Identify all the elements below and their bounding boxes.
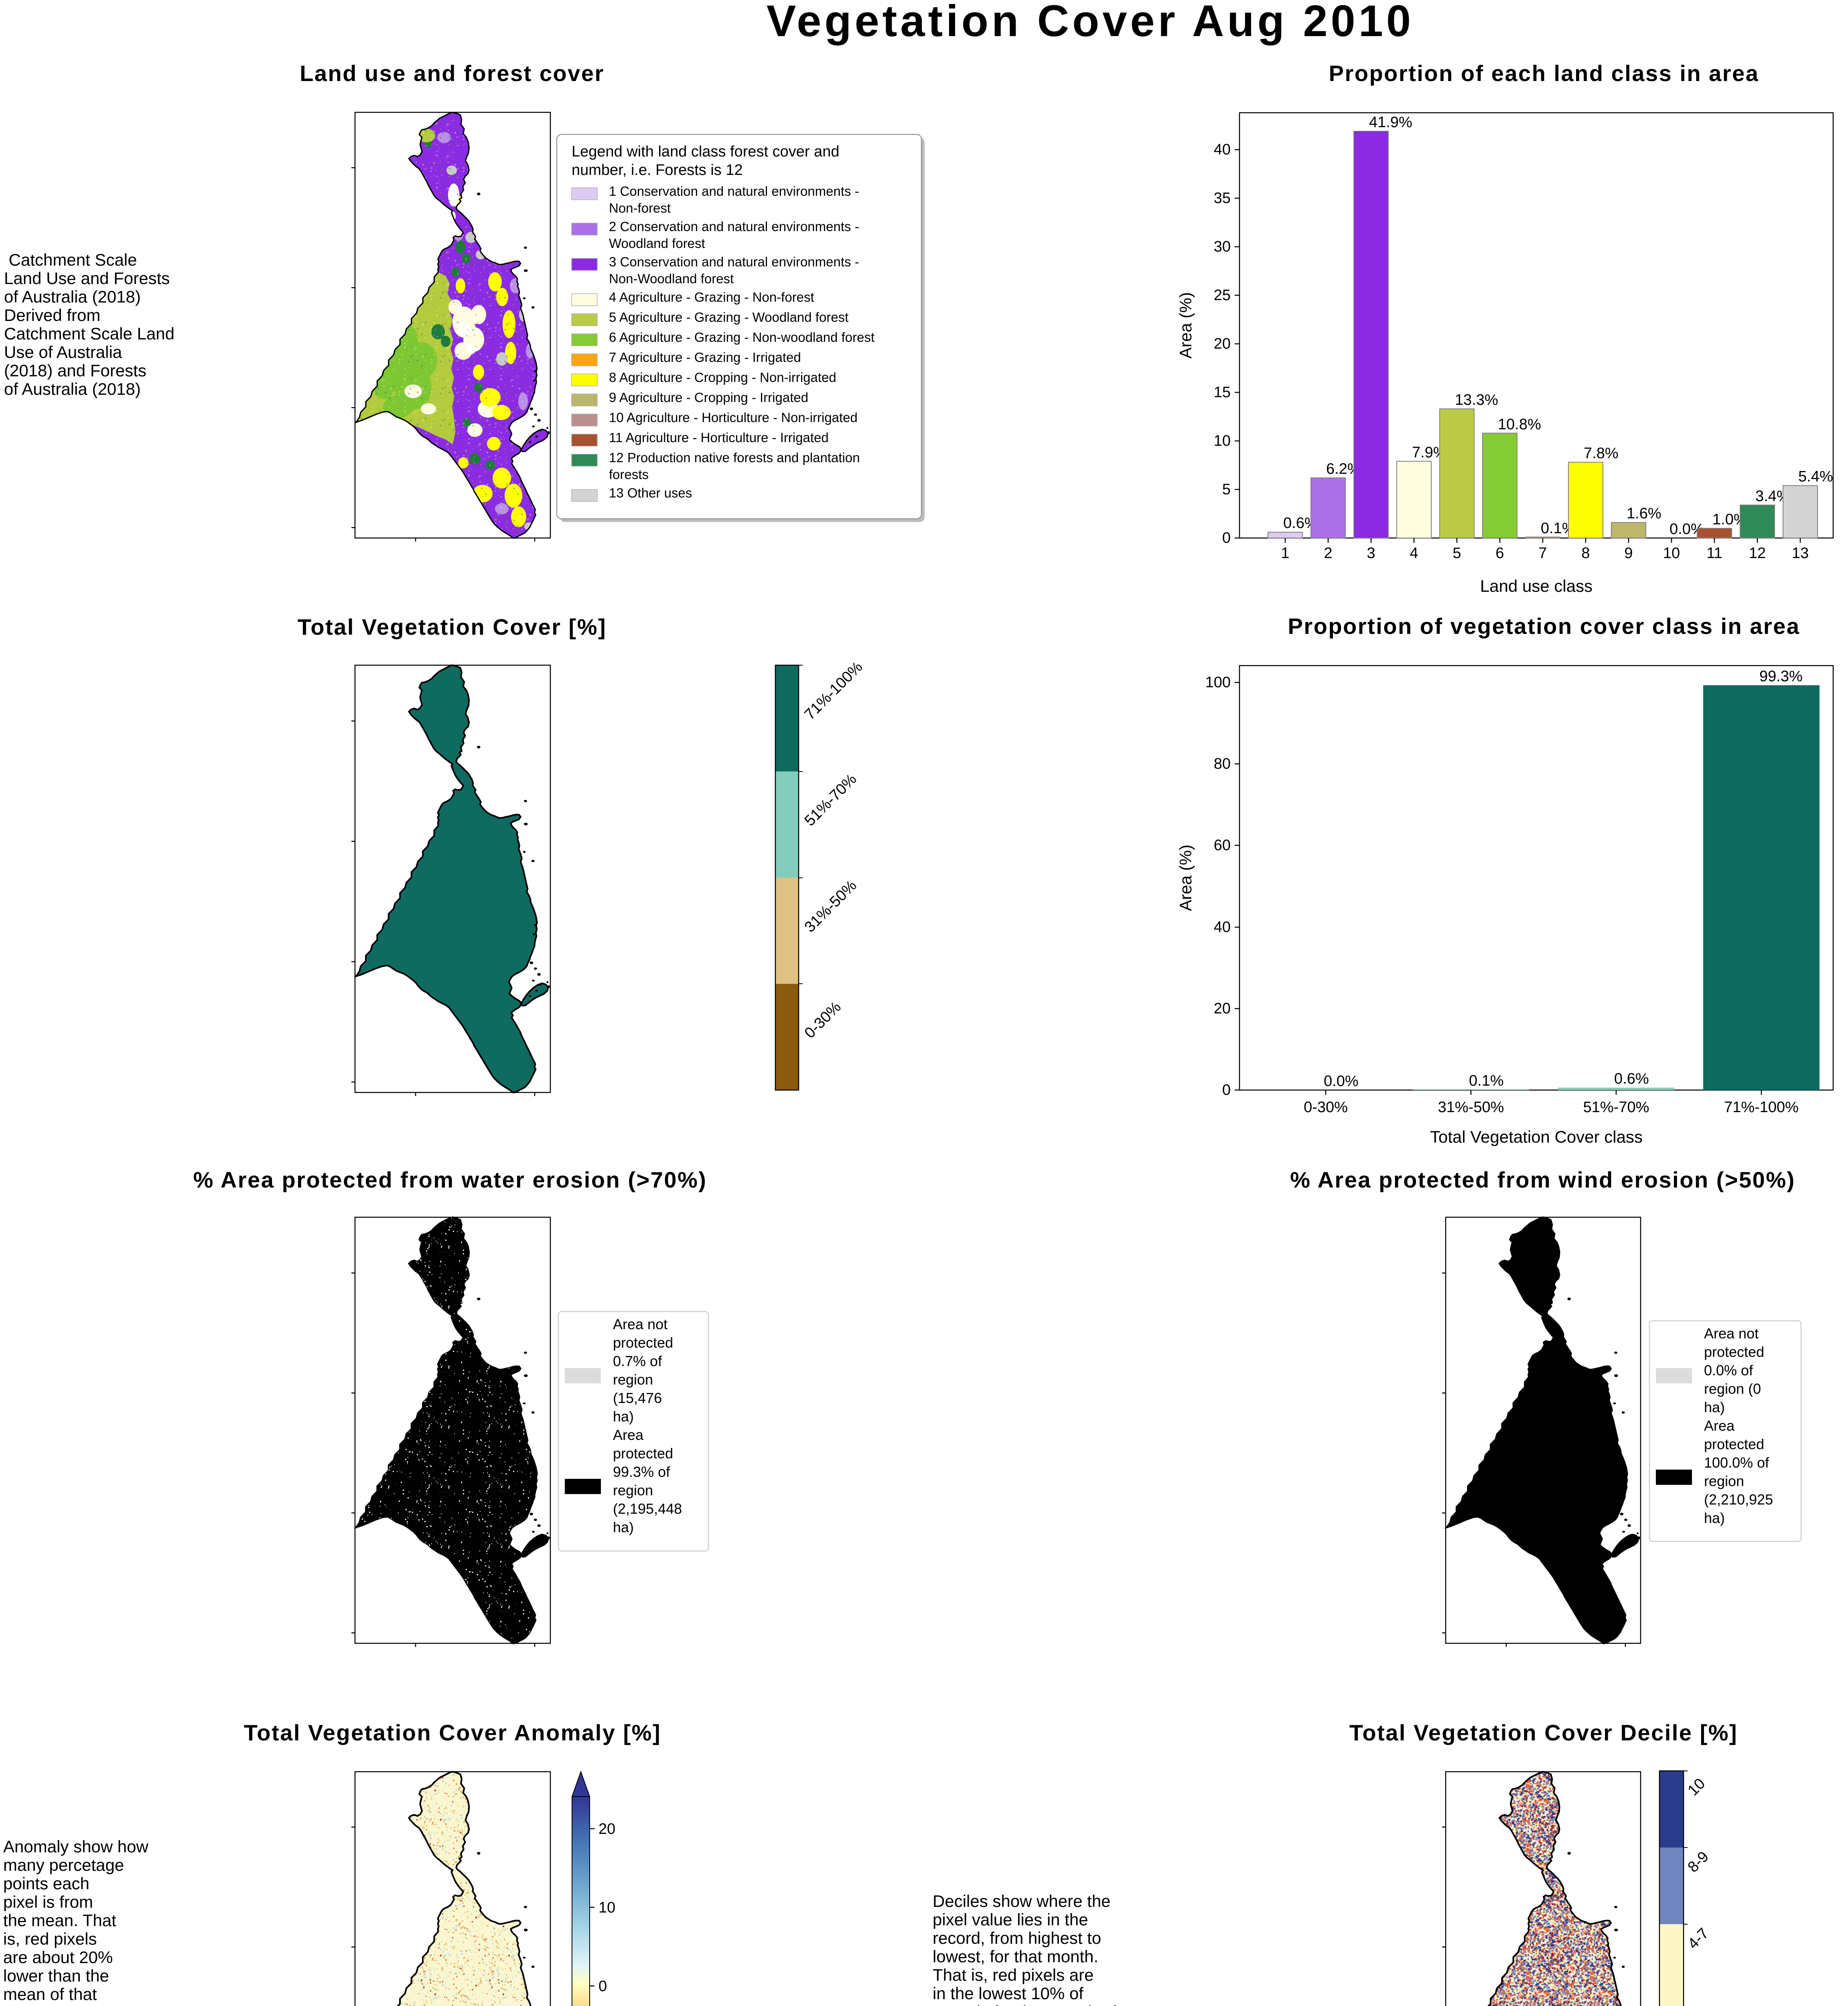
- svg-text:7 Agriculture - Grazing - Irri: 7 Agriculture - Grazing - Irrigated: [609, 350, 801, 365]
- svg-text:10 Agriculture - Horticulture: 10 Agriculture - Horticulture - Non-irri…: [609, 410, 858, 425]
- svg-text:51%-70%: 51%-70%: [801, 771, 860, 829]
- svg-text:0: 0: [598, 1978, 607, 1995]
- svg-text:11 Agriculture - Horticulture: 11 Agriculture - Horticulture - Irrigate…: [609, 430, 829, 445]
- svg-text:25: 25: [1214, 287, 1231, 304]
- svg-text:31%-50%: 31%-50%: [1438, 1099, 1504, 1116]
- svg-text:Area (%): Area (%): [1176, 292, 1195, 359]
- svg-text:100: 100: [1205, 674, 1231, 691]
- svg-text:15: 15: [1214, 384, 1231, 401]
- svg-text:51%-70%: 51%-70%: [1583, 1099, 1649, 1116]
- svg-text:11: 11: [1706, 545, 1722, 562]
- svg-text:30: 30: [1214, 238, 1231, 255]
- svg-text:Proportion of each land class: Proportion of each land class in area: [1329, 61, 1759, 86]
- svg-text:10: 10: [1214, 432, 1231, 449]
- svg-text:8: 8: [1581, 545, 1590, 562]
- svg-text:Land use class: Land use class: [1480, 577, 1592, 595]
- svg-text:6 Agriculture - Grazing - Non-: 6 Agriculture - Grazing - Non-woodland f…: [609, 330, 874, 345]
- svg-text:0-30%: 0-30%: [801, 999, 844, 1042]
- svg-text:9 Agriculture - Cropping - Irr: 9 Agriculture - Cropping - Irrigated: [609, 390, 808, 405]
- svg-text:12: 12: [1749, 545, 1766, 562]
- svg-text:3: 3: [1367, 545, 1375, 562]
- svg-text:2 Conservation and natural env: 2 Conservation and natural environments …: [609, 219, 859, 251]
- svg-text:Total Vegetation Cover class: Total Vegetation Cover class: [1430, 1127, 1643, 1146]
- svg-text:60: 60: [1214, 837, 1231, 854]
- svg-text:4-7: 4-7: [1685, 1925, 1712, 1953]
- svg-text:10: 10: [1685, 1775, 1709, 1799]
- svg-text:Vegetation Cover Aug 2010: Vegetation Cover Aug 2010: [767, 0, 1414, 46]
- svg-text:3 Conservation and natural env: 3 Conservation and natural environments …: [609, 254, 859, 286]
- svg-text:Land use and forest cover: Land use and forest cover: [300, 61, 605, 86]
- svg-text:Proportion of vegetation cover: Proportion of vegetation cover class in …: [1288, 613, 1800, 639]
- svg-text:9: 9: [1624, 545, 1633, 562]
- svg-text:40: 40: [1214, 919, 1231, 936]
- svg-text:7.8%: 7.8%: [1584, 445, 1619, 462]
- svg-text:1 Conservation and natural env: 1 Conservation and natural environments …: [609, 184, 859, 215]
- svg-text:0: 0: [1222, 530, 1231, 546]
- svg-text:Total Vegetation Cover Decile: Total Vegetation Cover Decile [%]: [1349, 1720, 1738, 1745]
- svg-text:5: 5: [1222, 481, 1231, 498]
- svg-text:4: 4: [1410, 545, 1418, 562]
- svg-text:20: 20: [1214, 1000, 1231, 1017]
- svg-text:0.6%: 0.6%: [1614, 1070, 1649, 1087]
- svg-text:41.9%: 41.9%: [1369, 114, 1412, 131]
- svg-text:0: 0: [1222, 1082, 1231, 1098]
- svg-text:10: 10: [1663, 545, 1680, 562]
- svg-text:71%-100%: 71%-100%: [1724, 1099, 1799, 1116]
- svg-text:12 Production native forests a: 12 Production native forests and plantat…: [609, 450, 860, 482]
- svg-text:99.3%: 99.3%: [1759, 668, 1803, 685]
- svg-text:71%-100%: 71%-100%: [801, 658, 866, 723]
- svg-text:10: 10: [598, 1899, 615, 1916]
- svg-text:5: 5: [1452, 545, 1461, 562]
- svg-text:1.6%: 1.6%: [1627, 505, 1661, 522]
- svg-text:4 Agriculture - Grazing - Non-: 4 Agriculture - Grazing - Non-forest: [609, 290, 814, 305]
- svg-text:1: 1: [1281, 545, 1289, 562]
- svg-text:8 Agriculture - Cropping - Non: 8 Agriculture - Cropping - Non-irrigated: [609, 370, 836, 385]
- svg-text:7: 7: [1538, 545, 1547, 562]
- svg-text:13.3%: 13.3%: [1455, 392, 1498, 408]
- svg-text:Area (%): Area (%): [1176, 845, 1195, 911]
- svg-text:13: 13: [1792, 545, 1809, 562]
- svg-text:31%-50%: 31%-50%: [801, 877, 860, 936]
- svg-text:6: 6: [1495, 545, 1504, 562]
- svg-text:Total Vegetation Cover Anomaly: Total Vegetation Cover Anomaly [%]: [244, 1720, 661, 1745]
- svg-text:20: 20: [598, 1821, 615, 1837]
- svg-text:5.4%: 5.4%: [1798, 468, 1833, 485]
- svg-text:Total Vegetation Cover [%]: Total Vegetation Cover [%]: [298, 614, 607, 640]
- svg-text:40: 40: [1214, 141, 1231, 158]
- svg-text:20: 20: [1214, 335, 1231, 352]
- svg-text:0.1%: 0.1%: [1469, 1072, 1504, 1089]
- svg-text:8-9: 8-9: [1685, 1848, 1712, 1876]
- svg-text:10.8%: 10.8%: [1498, 416, 1541, 433]
- svg-text:0.0%: 0.0%: [1324, 1073, 1359, 1090]
- svg-text:13 Other uses: 13 Other uses: [609, 485, 692, 500]
- svg-text:% Area protected from wind ero: % Area protected from wind erosion (>50%…: [1290, 1167, 1795, 1192]
- svg-text:% Area protected from water er: % Area protected from water erosion (>70…: [193, 1167, 707, 1192]
- svg-text:80: 80: [1214, 755, 1231, 772]
- svg-text:5 Agriculture - Grazing - Wood: 5 Agriculture - Grazing - Woodland fores…: [609, 310, 848, 325]
- svg-text:0-30%: 0-30%: [1304, 1099, 1348, 1116]
- svg-text:Legend with land class forest: Legend with land class forest cover and n…: [572, 143, 840, 179]
- svg-text:2: 2: [1324, 545, 1332, 562]
- svg-text:35: 35: [1214, 190, 1231, 207]
